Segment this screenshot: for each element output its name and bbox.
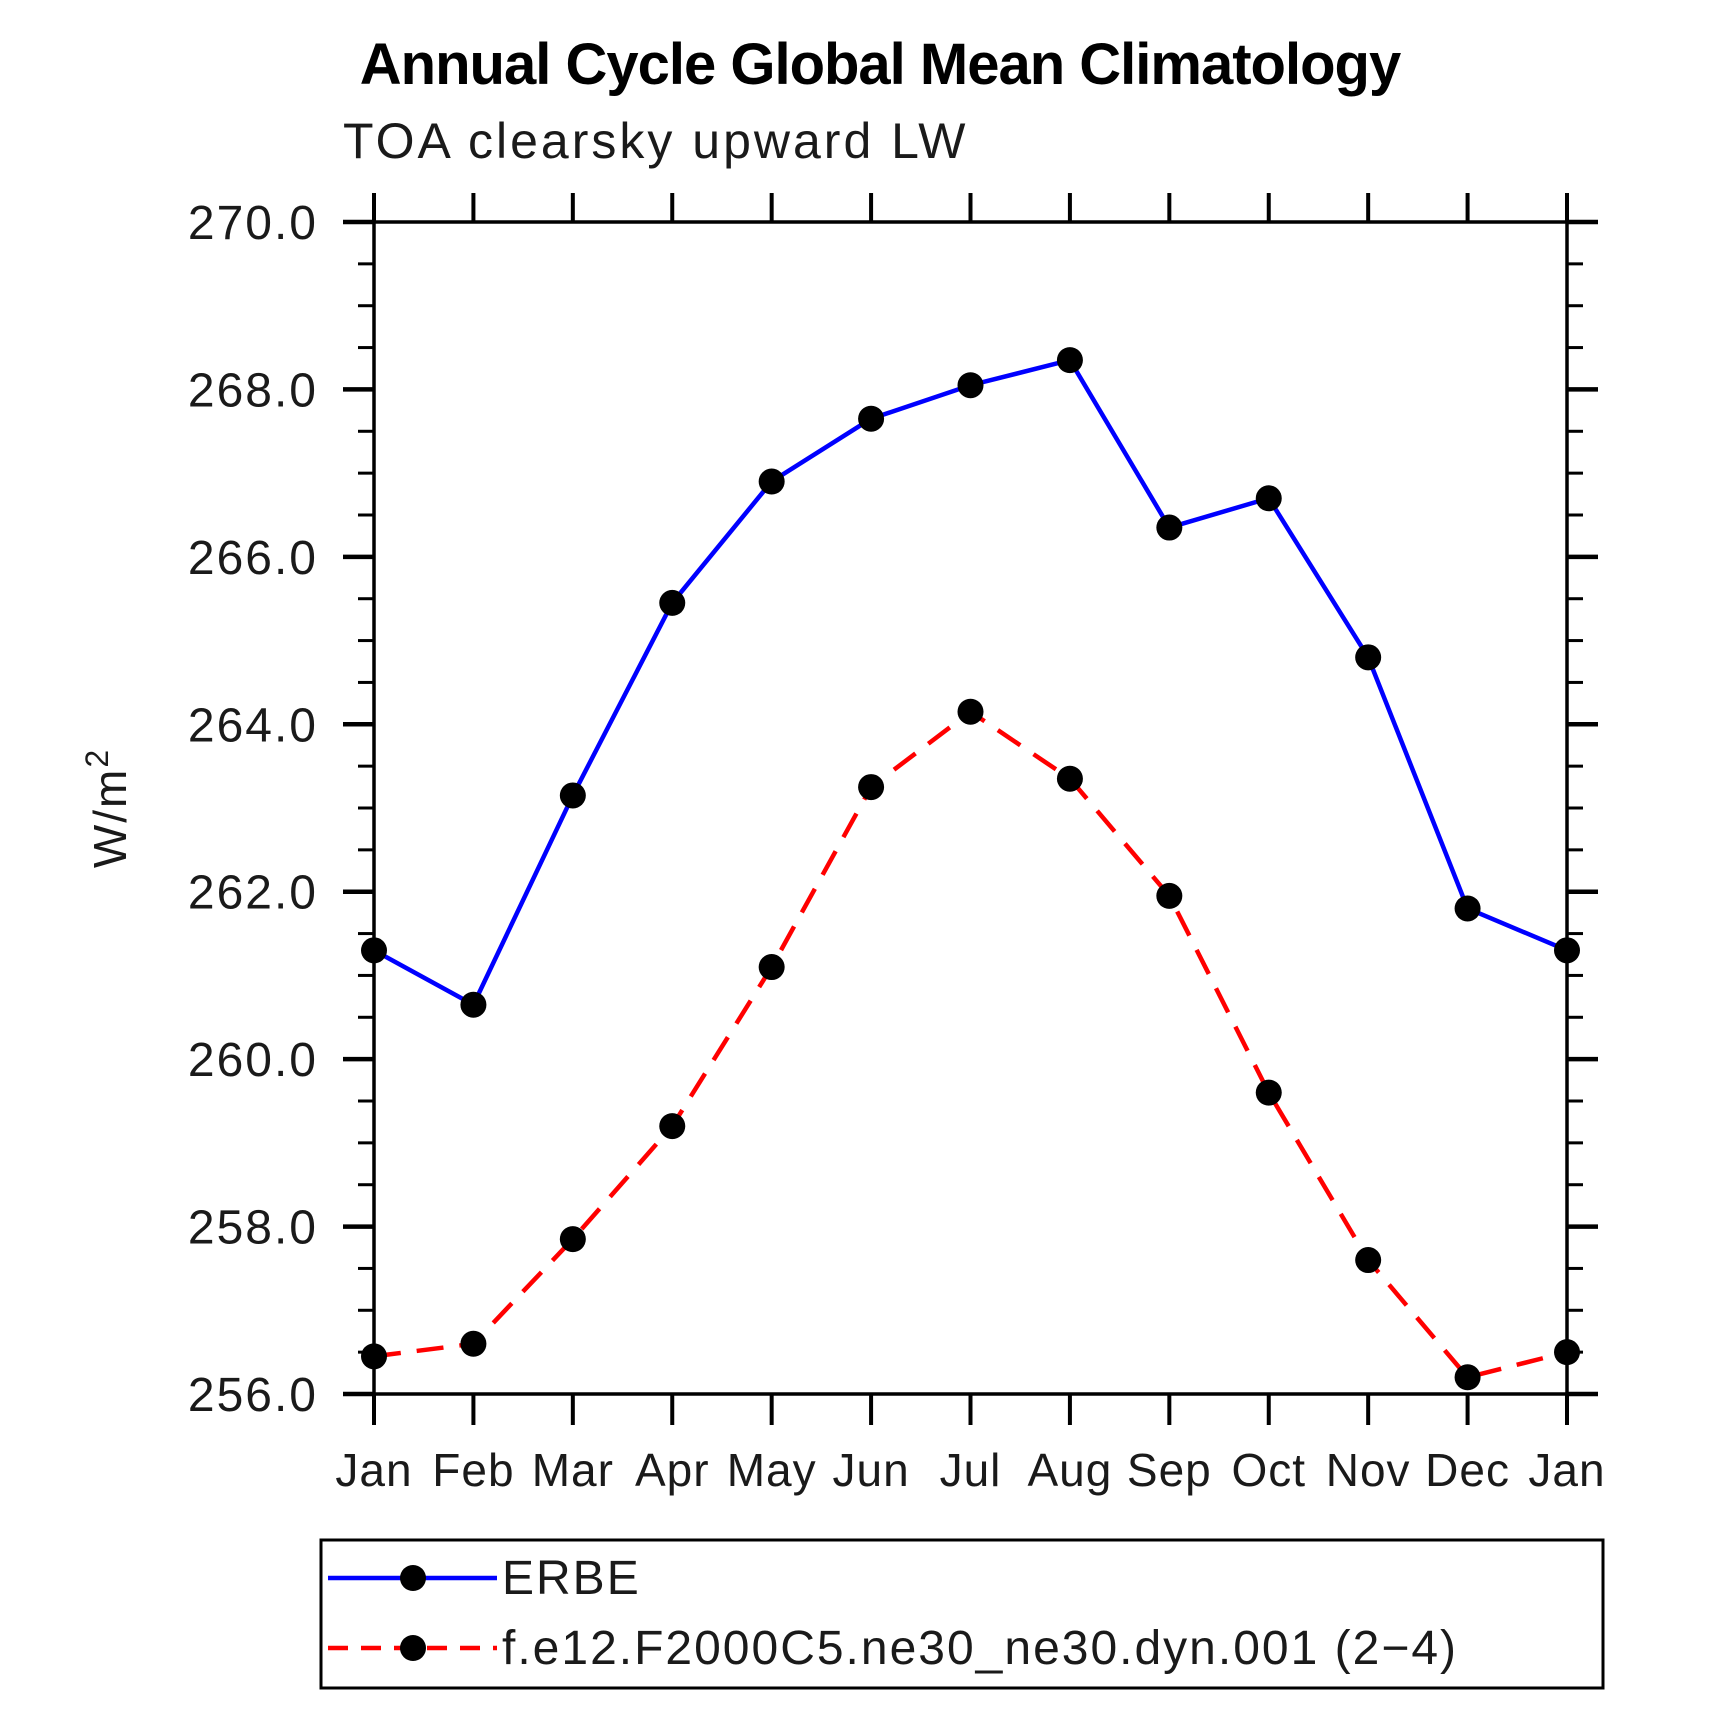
data-point-marker: [361, 937, 387, 964]
x-tick-label: Aug: [1027, 1444, 1112, 1496]
data-point-marker: [460, 1330, 487, 1357]
data-point-marker: [758, 954, 785, 981]
data-point-marker: [559, 782, 586, 809]
legend-marker: [400, 1565, 426, 1591]
chart-title: Annual Cycle Global Mean Climatology: [360, 32, 1401, 97]
plot-area: 256.0 258.0 260.0 262.0 264.0 266.0 268.0 270.0…: [79, 193, 1605, 1496]
data-point-marker: [957, 698, 984, 725]
data-point-marker: [1554, 937, 1580, 964]
x-tick-label: Jan: [1528, 1444, 1605, 1496]
x-tick-label: Jun: [832, 1444, 909, 1496]
data-point-marker: [1454, 1364, 1481, 1391]
series-line-1: [373, 708, 1568, 1380]
data-point-marker: [1056, 347, 1083, 374]
data-point-marker: [659, 1113, 686, 1140]
y-tick-label: 260.0: [188, 1034, 318, 1087]
data-point-marker: [858, 774, 885, 801]
data-point-marker: [361, 1343, 387, 1370]
legend-label: ERBE: [502, 1552, 641, 1605]
data-point-marker: [1156, 882, 1183, 909]
y-tick-label: 268.0: [188, 364, 318, 417]
y-tick-label: 258.0: [188, 1202, 318, 1255]
y-tick-label: 262.0: [188, 867, 318, 920]
data-point-marker: [1355, 1247, 1382, 1274]
data-point-marker: [758, 468, 785, 495]
data-point-marker: [957, 372, 984, 399]
x-tick-label: Nov: [1326, 1444, 1411, 1496]
x-tick-label: Dec: [1425, 1444, 1510, 1496]
y-tick-label: 264.0: [188, 699, 318, 752]
chart-subtitle: TOA clearsky upward LW: [343, 113, 968, 169]
y-tick-label: 266.0: [188, 532, 318, 585]
legend-label: f.e12.F2000C5.ne30_ne30.dyn.001 (2−4): [502, 1622, 1458, 1675]
x-tick-label: Sep: [1127, 1444, 1212, 1496]
data-point-marker: [1255, 1079, 1282, 1106]
x-tick-label: Jul: [940, 1444, 1002, 1496]
data-point-marker: [460, 991, 487, 1018]
x-tick-label: Oct: [1231, 1444, 1306, 1496]
data-point-marker: [1454, 895, 1481, 922]
x-tick-label: Jan: [335, 1444, 412, 1496]
y-axis-title: W/m2: [79, 748, 136, 868]
data-point-marker: [1355, 644, 1382, 671]
y-tick-label: 256.0: [188, 1369, 318, 1422]
x-tick-label: Feb: [432, 1444, 514, 1496]
x-tick-label: May: [727, 1444, 817, 1496]
data-point-marker: [1554, 1339, 1580, 1366]
legend-marker: [400, 1635, 426, 1661]
data-point-marker: [1056, 765, 1083, 792]
series-line-0: [372, 357, 1568, 1008]
data-point-marker: [1255, 485, 1282, 512]
x-tick-label: Apr: [635, 1444, 710, 1496]
x-tick-label: Mar: [532, 1444, 614, 1496]
legend-box: [319, 1538, 1605, 1690]
data-point-marker: [659, 589, 686, 616]
y-tick-label: 270.0: [188, 197, 318, 250]
data-point-marker: [1156, 514, 1183, 541]
data-point-marker: [559, 1226, 586, 1253]
legend: ERBE f.e12.F2000C5.ne30_ne30.dyn.001 (2−4…: [319, 1538, 1605, 1690]
data-point-marker: [858, 405, 885, 432]
